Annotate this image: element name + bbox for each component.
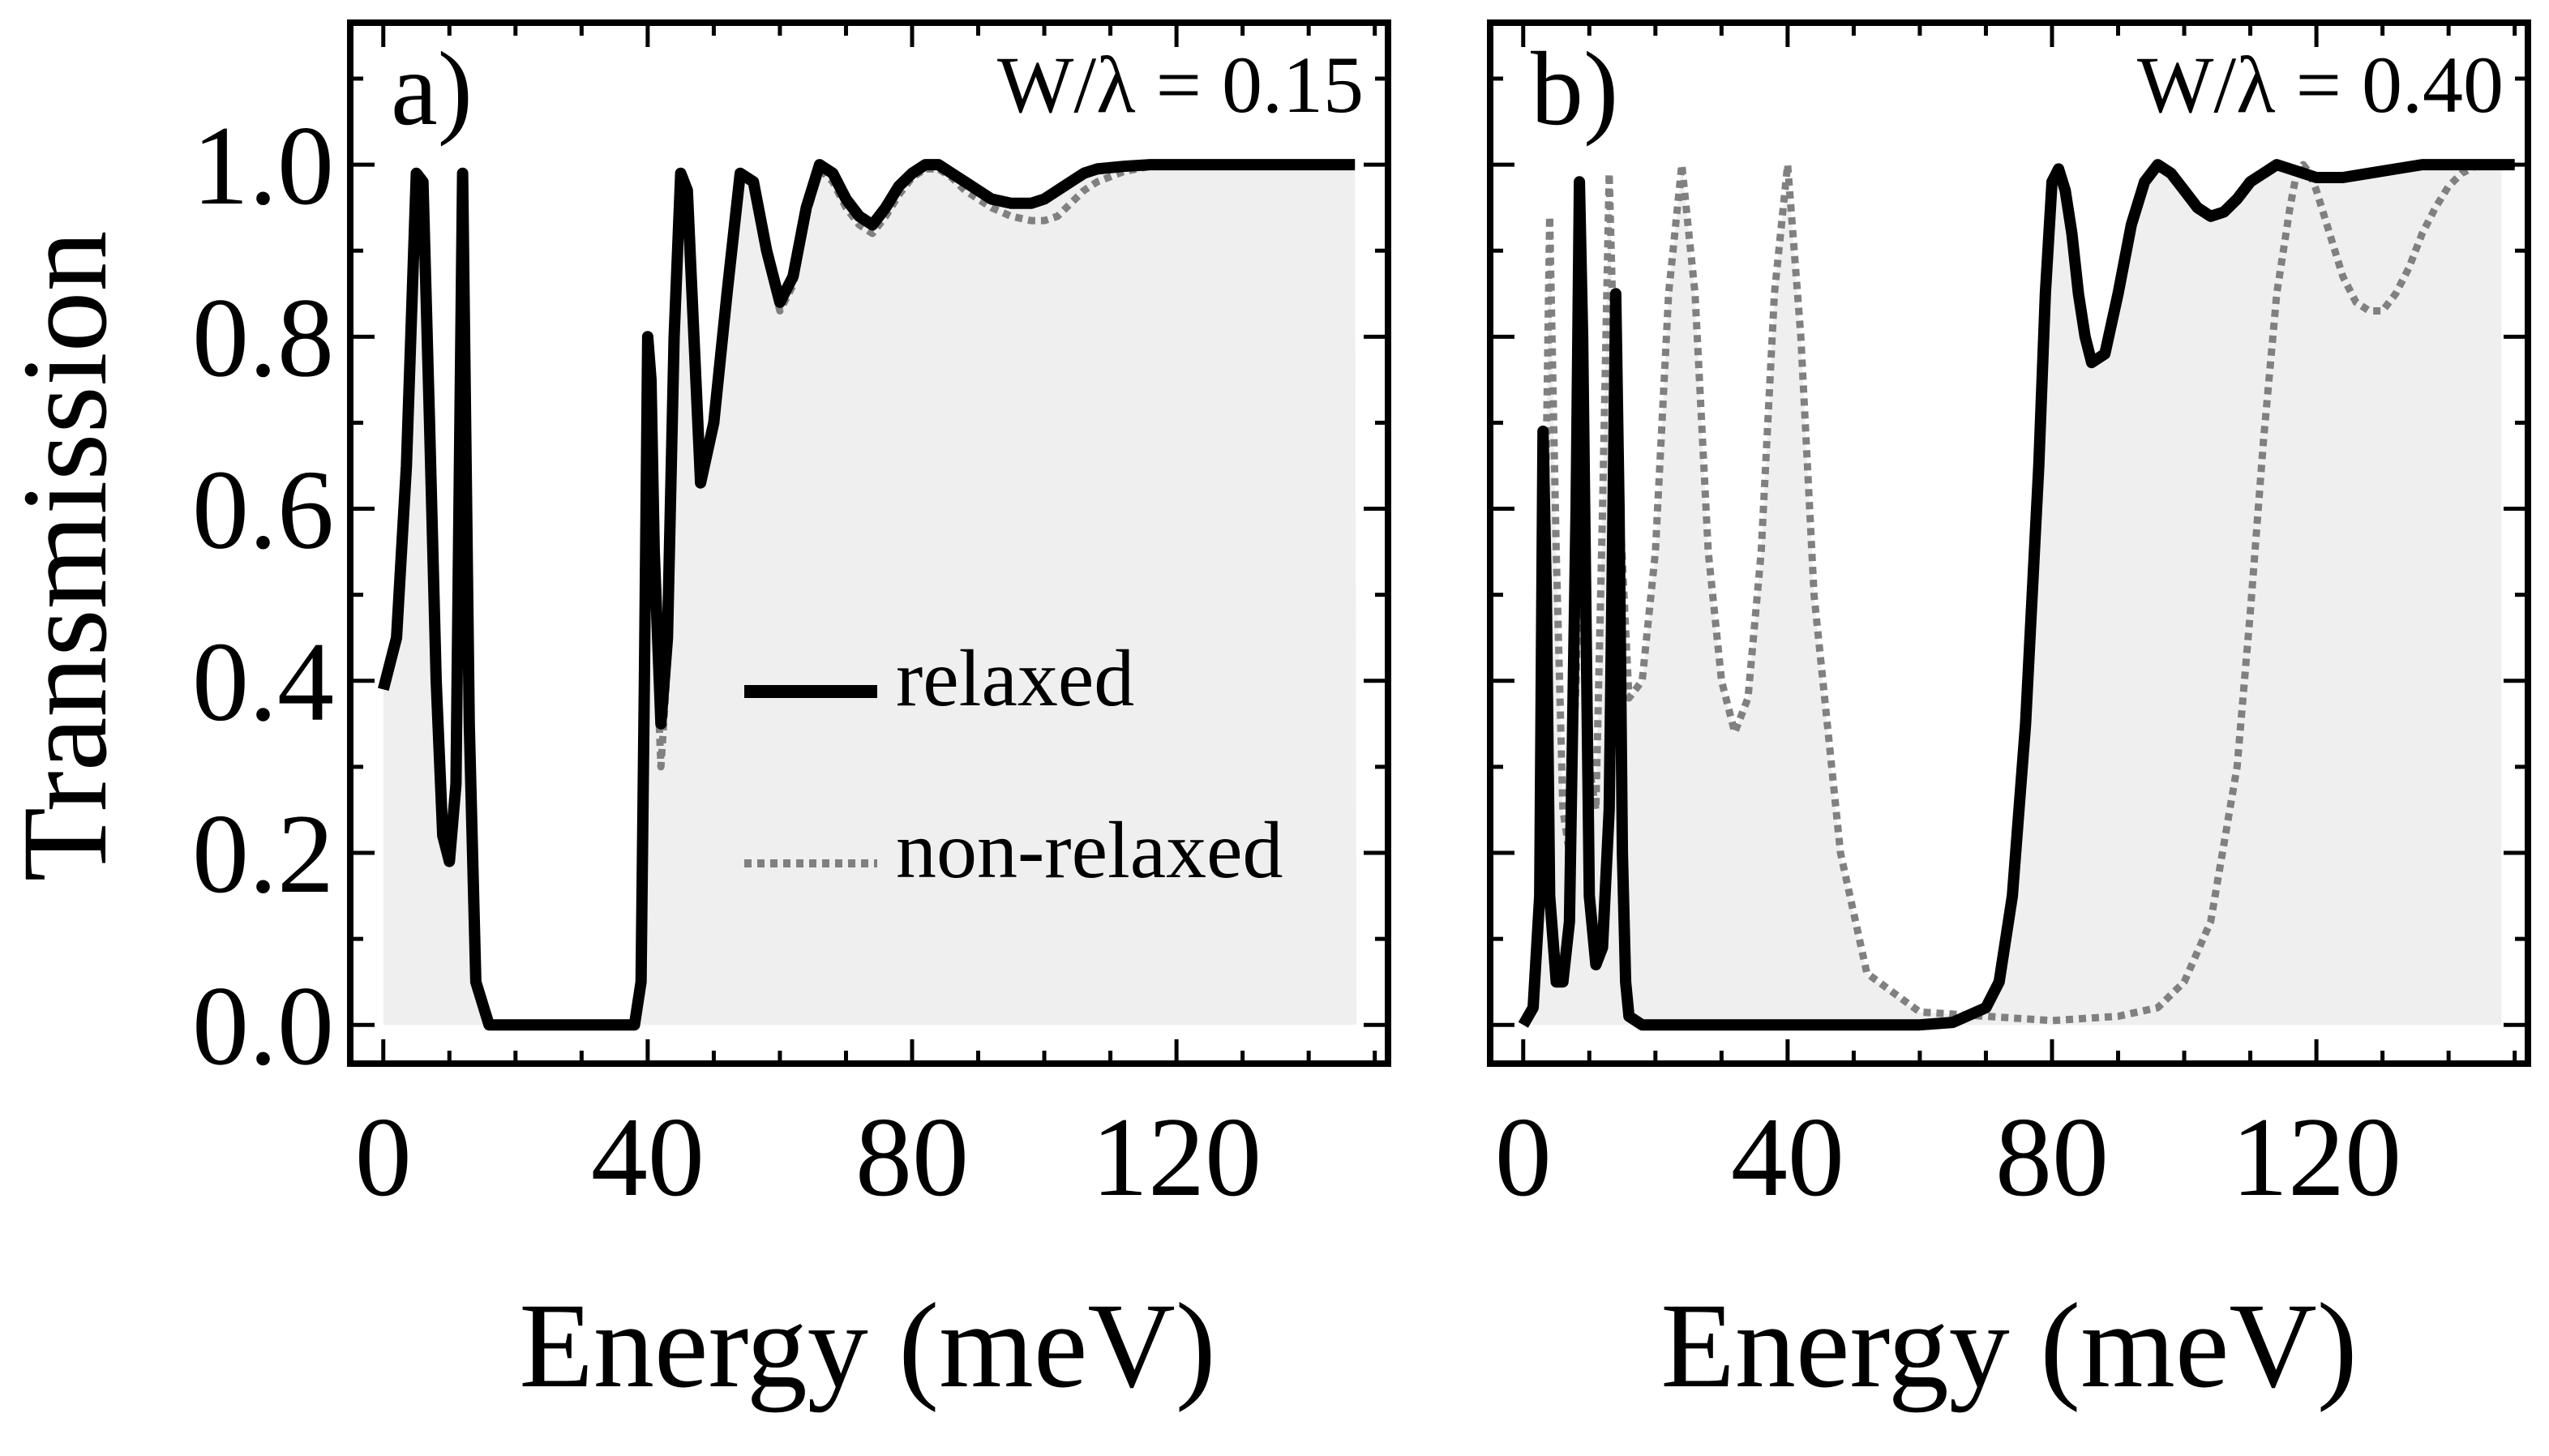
y-axis-label: Transmission [0,230,132,881]
panel-a-xtick-label: 0 [355,1094,412,1220]
panel-a-xtick-label: 80 [855,1094,969,1220]
panel-a-annotation: W/λ = 0.15 [997,40,1364,130]
panel-b-xtick-label: 40 [1731,1094,1844,1220]
x-axis-label-a: Energy (meV) [519,1278,1215,1413]
panel-b-series-relaxed [1518,159,2515,1031]
panel-b-xtick-label: 0 [1495,1094,1552,1220]
panel-b-plot: 0 40 80 120 b) W/λ = 0.40 [1487,19,2531,1220]
panel-b-label: b) [1531,31,1618,148]
legend-non-relaxed-label: non-relaxed [896,805,1283,895]
ytick-label: 0.2 [192,791,334,917]
panel-a-shaded-area [383,165,1362,1026]
ytick-label: 0.8 [192,275,334,400]
panel-b-shaded-area [1523,165,2502,1026]
panel-b-series-non-relaxed [1539,161,2515,1025]
legend: relaxed non-relaxed [744,633,1283,895]
ytick-label: 0.6 [192,448,334,573]
panel-b-frame [1487,19,2531,1067]
panel-a-xtick-label: 120 [1091,1094,1262,1220]
panel-a-frame [347,19,1391,1067]
ytick-label: 0.4 [192,619,334,745]
panel-a-plot: 0 40 80 120 0.0 0.2 0.4 0.6 0.8 1.0 a) W/λ = 0.15 [192,19,1391,1220]
x-axis-label-b: Energy (meV) [1660,1278,2357,1413]
panel-b-xtick-label: 120 [2231,1094,2401,1220]
panel-a-xtick-label: 40 [591,1094,705,1220]
ytick-label: 0.0 [192,963,334,1089]
panel-b-xtick-label: 80 [1995,1094,2109,1220]
panel-a-series-relaxed [378,159,1356,1031]
ytick-label: 1.0 [192,103,334,229]
panel-a-label: a) [391,31,473,148]
legend-relaxed-label: relaxed [896,633,1134,723]
panel-b-annotation: W/λ = 0.40 [2137,40,2504,130]
